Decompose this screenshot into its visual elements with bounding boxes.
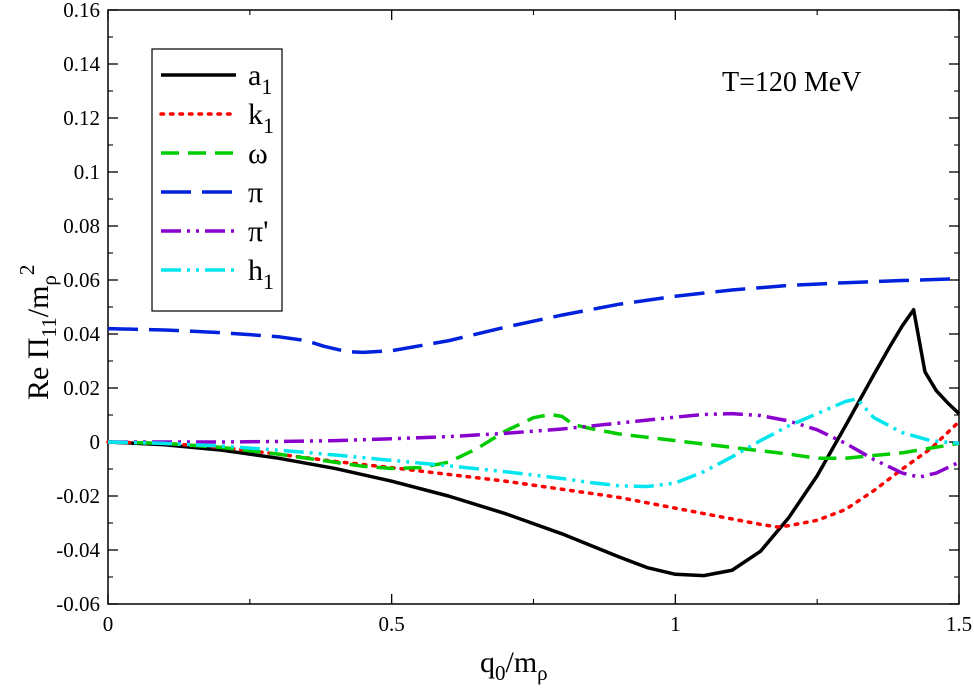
x-axis-title: q0/mρ bbox=[480, 646, 548, 685]
y-tick-label: 0.14 bbox=[63, 52, 100, 76]
y-tick-label: -0.06 bbox=[56, 592, 100, 616]
legend-label-4: π bbox=[248, 176, 263, 209]
y-tick-label: 0.1 bbox=[74, 160, 100, 184]
axis-ticks: -0.06 -0.04 -0.02 0 0.02 0.04 0.06 0.08 0.1 0.12 0… bbox=[56, 0, 972, 636]
x-tick-label: 1 bbox=[670, 612, 681, 636]
y-axis-title-mid: /m bbox=[22, 286, 55, 318]
legend-label-6: h1 bbox=[248, 254, 274, 294]
series-line-4 bbox=[107, 276, 960, 355]
y-tick-label: 0.06 bbox=[63, 268, 100, 292]
y-axis-title: Re Π11/mρ2 bbox=[15, 265, 61, 400]
x-axis-title-subrho: ρ bbox=[537, 661, 547, 685]
y-tick-label: -0.04 bbox=[56, 538, 100, 562]
series-line-5 bbox=[108, 411, 960, 479]
x-tick-label: 0.5 bbox=[379, 612, 405, 636]
y-tick-label: 0.16 bbox=[63, 0, 100, 22]
legend-label-3: ω bbox=[248, 137, 268, 170]
x-tick-label: 0 bbox=[103, 612, 114, 636]
legend-label-2: k1 bbox=[248, 98, 274, 138]
x-axis-title-q: q bbox=[480, 646, 495, 679]
y-axis-title-main: Re Π bbox=[22, 338, 55, 401]
y-tick-label: 0.04 bbox=[63, 322, 100, 346]
y-tick-label: 0.02 bbox=[63, 376, 100, 400]
y-tick-label: 0.12 bbox=[63, 106, 100, 130]
y-tick-label: 0 bbox=[90, 430, 101, 454]
y-axis-title-sub11: 11 bbox=[37, 317, 61, 337]
x-axis-title-sub0: 0 bbox=[495, 661, 506, 685]
x-tick-label: 1.5 bbox=[946, 612, 972, 636]
series-line-2 bbox=[106, 420, 961, 529]
series-line-1 bbox=[107, 307, 961, 578]
legend-label-5: π' bbox=[248, 215, 269, 248]
legend-box bbox=[151, 48, 283, 312]
x-axis-title-mid: /m bbox=[506, 646, 538, 679]
legend-label-1: a1 bbox=[248, 59, 272, 99]
y-axis-title-sup2: 2 bbox=[15, 265, 39, 276]
series-line-6 bbox=[107, 397, 960, 489]
series-layer bbox=[106, 276, 961, 578]
y-axis-title-subrho: ρ bbox=[37, 275, 61, 285]
y-tick-label: -0.02 bbox=[56, 484, 100, 508]
temperature-annotation: T=120 MeV bbox=[722, 67, 861, 98]
series-line-3 bbox=[107, 412, 960, 471]
y-tick-label: 0.08 bbox=[63, 214, 100, 238]
